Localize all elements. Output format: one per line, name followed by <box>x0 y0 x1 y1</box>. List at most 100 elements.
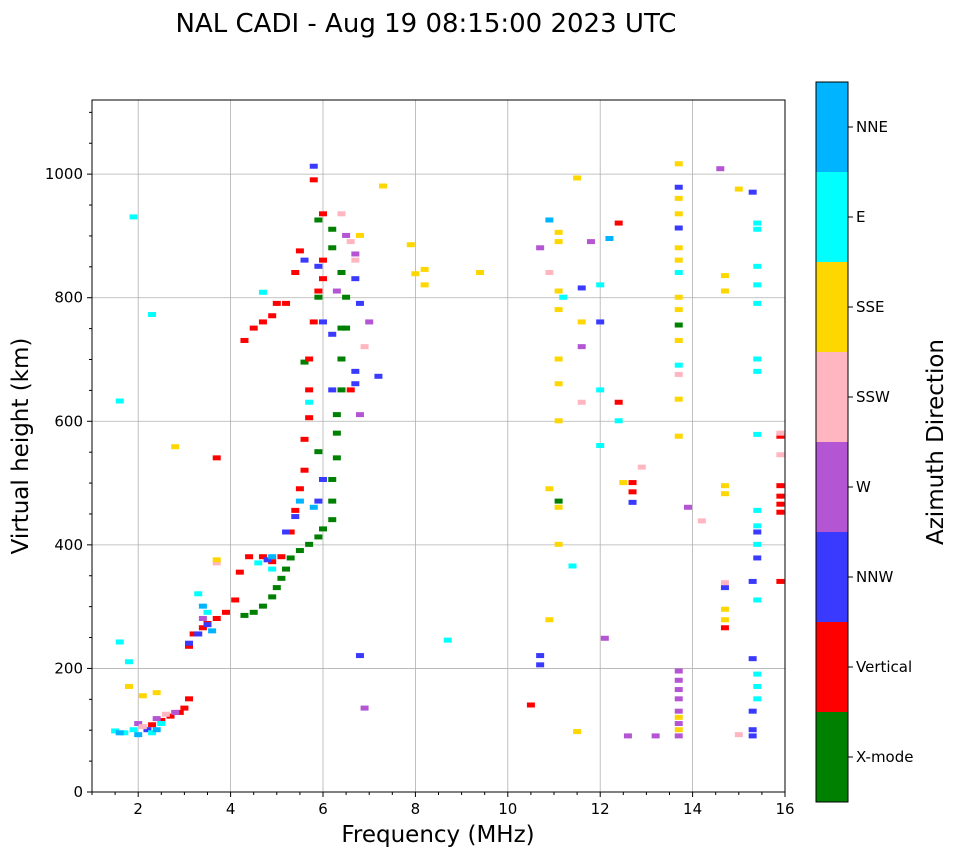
echo-point <box>198 603 207 609</box>
echo-point <box>309 319 318 325</box>
echo-point <box>674 161 683 167</box>
echo-point <box>115 730 124 736</box>
echo-point <box>614 399 623 405</box>
echo-point <box>157 717 166 723</box>
echo-point <box>258 554 267 560</box>
echo-point <box>115 639 124 645</box>
echo-point <box>305 399 314 405</box>
echo-point <box>776 493 785 499</box>
x-tick-label: 4 <box>226 800 236 818</box>
echo-point <box>143 727 152 733</box>
echo-point <box>573 729 582 735</box>
echo-point <box>734 732 743 738</box>
echo-point <box>674 668 683 674</box>
echo-point <box>776 509 785 515</box>
echo-point <box>674 270 683 275</box>
echo-point <box>674 708 683 714</box>
echo-point <box>536 653 545 659</box>
series-e <box>111 214 762 736</box>
echo-point <box>282 300 291 306</box>
echo-point <box>332 430 341 436</box>
echo-point <box>245 554 254 560</box>
echo-point <box>674 721 683 727</box>
echo-point <box>332 455 341 461</box>
echo-point <box>161 711 170 717</box>
echo-point <box>674 225 683 231</box>
echo-point <box>328 498 337 504</box>
echo-point <box>351 381 360 387</box>
echo-point <box>577 319 586 325</box>
echo-point <box>360 705 369 711</box>
echo-point <box>753 555 762 561</box>
echo-point <box>295 498 304 504</box>
series-nne <box>115 217 614 738</box>
colorbar-label: W <box>856 478 871 496</box>
echo-point <box>674 211 683 217</box>
echo-point <box>309 163 318 169</box>
echo-point <box>129 214 138 220</box>
echo-point <box>614 418 623 424</box>
echo-point <box>148 312 157 318</box>
echo-point <box>171 709 180 715</box>
echo-point <box>753 541 762 547</box>
echo-point <box>268 313 277 319</box>
series-nnw <box>143 163 762 739</box>
echo-point <box>674 714 683 720</box>
echo-point <box>272 300 281 306</box>
echo-point <box>443 637 452 643</box>
echo-point <box>614 220 623 226</box>
echo-point <box>254 560 263 566</box>
echo-point <box>346 239 355 245</box>
echo-point <box>637 464 646 470</box>
echo-point <box>577 344 586 350</box>
colorbar-label: Vertical <box>856 658 912 676</box>
echo-point <box>124 659 133 665</box>
echo-point <box>314 294 323 300</box>
echo-point <box>291 270 300 275</box>
echo-point <box>748 708 757 714</box>
echo-point <box>258 319 267 325</box>
echo-point <box>300 359 309 365</box>
echo-point <box>328 245 337 251</box>
echo-point <box>674 307 683 313</box>
echo-point <box>674 195 683 201</box>
echo-point <box>379 183 388 189</box>
echo-point <box>674 362 683 368</box>
echo-point <box>231 597 240 603</box>
echo-point <box>674 294 683 300</box>
echo-point <box>152 690 161 696</box>
echo-point <box>577 399 586 405</box>
echo-point <box>554 541 563 547</box>
echo-point <box>305 387 314 393</box>
echo-point <box>411 271 420 277</box>
x-tick-label: 14 <box>683 800 702 818</box>
echo-point <box>286 555 295 561</box>
echo-point <box>720 580 729 586</box>
echo-point <box>753 368 762 374</box>
azimuth-colorbar: NNE E SSE SSW W NNW Vertical X-mode <box>815 81 913 803</box>
echo-point <box>596 443 605 448</box>
echo-point <box>374 373 383 379</box>
echo-point <box>185 696 194 702</box>
echo-point <box>295 248 304 254</box>
echo-point <box>111 728 120 734</box>
echo-point <box>674 433 683 439</box>
echo-point <box>148 730 157 736</box>
echo-point <box>776 483 785 489</box>
echo-point <box>157 721 166 727</box>
echo-point <box>753 597 762 603</box>
series-ssw <box>138 211 785 738</box>
echo-point <box>554 504 563 510</box>
echo-point <box>342 294 351 300</box>
echo-point <box>282 566 291 572</box>
echo-point <box>212 560 221 566</box>
echo-point <box>753 431 762 437</box>
echo-point <box>342 232 351 238</box>
echo-point <box>586 239 595 245</box>
echo-points <box>111 161 785 739</box>
echo-point <box>346 387 355 393</box>
echo-point <box>258 289 267 295</box>
echo-point <box>623 733 632 739</box>
echo-point <box>720 288 729 294</box>
x-tick-label: 16 <box>775 800 794 818</box>
